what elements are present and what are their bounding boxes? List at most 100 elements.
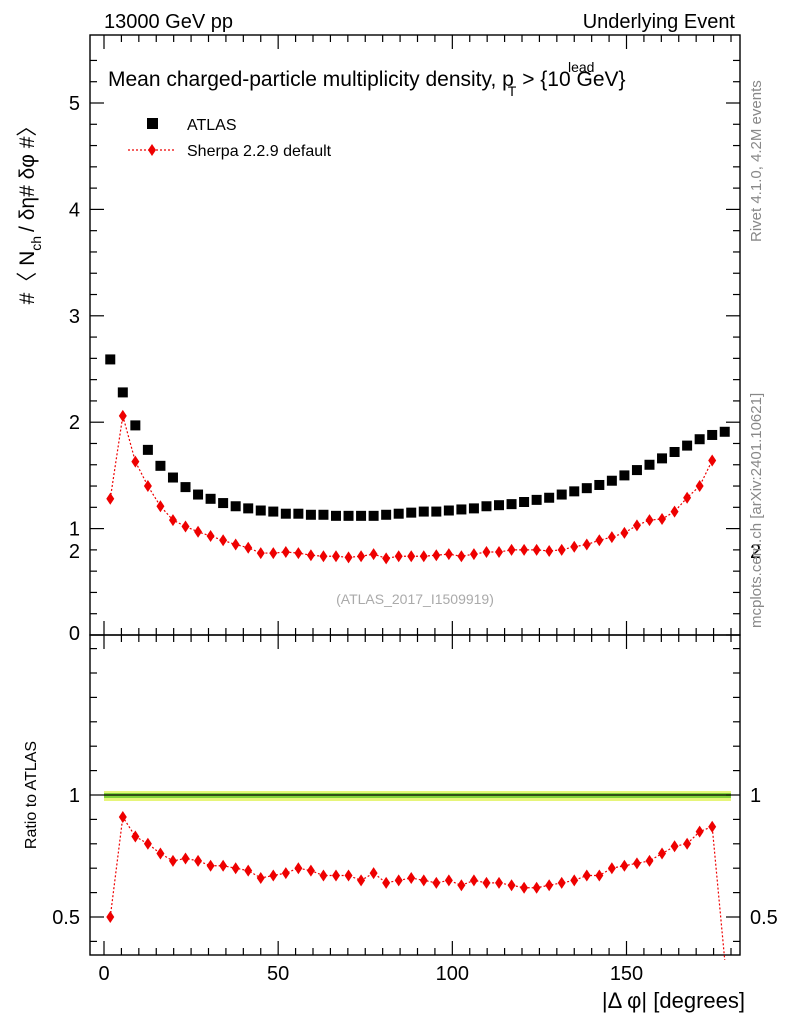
data-point xyxy=(105,354,116,365)
data-point xyxy=(631,465,642,476)
legend-data-marker xyxy=(147,118,158,129)
ratio-point xyxy=(683,837,692,850)
mc-point xyxy=(683,491,692,504)
plot-title-tail: > {10 GeV} xyxy=(516,68,625,91)
x-tick-label: 0 xyxy=(98,963,109,985)
ratio-point xyxy=(545,879,554,892)
data-point xyxy=(343,510,354,521)
data-point xyxy=(218,498,229,509)
mc-point xyxy=(219,534,228,547)
ratio-y-tick-label: 2 xyxy=(69,541,80,563)
mc-point xyxy=(557,543,566,556)
mc-point xyxy=(670,505,679,518)
mc-point xyxy=(269,547,278,560)
mc-point xyxy=(319,550,328,563)
data-point xyxy=(456,504,467,515)
mc-point xyxy=(658,513,667,526)
data-point xyxy=(293,508,304,519)
ratio-point xyxy=(331,869,340,882)
y-tick-label: 2 xyxy=(69,412,80,434)
ratio-point xyxy=(670,840,679,853)
mc-point xyxy=(106,492,115,505)
ratio-point xyxy=(168,854,177,867)
ratio-point xyxy=(394,874,403,887)
data-point xyxy=(468,503,479,514)
mc-point xyxy=(231,538,240,551)
mc-point xyxy=(582,538,591,551)
mc-point xyxy=(532,543,541,556)
data-point xyxy=(318,509,329,520)
data-point xyxy=(205,493,216,504)
data-point xyxy=(142,444,153,455)
y-axis-label-tail: / δη# δφ #〉 xyxy=(16,116,39,232)
data-point xyxy=(381,509,392,520)
ratio-point xyxy=(382,876,391,889)
legend-mc-marker xyxy=(148,144,156,156)
data-point xyxy=(519,497,530,507)
ratio-point xyxy=(482,876,491,889)
data-point xyxy=(581,483,592,494)
mc-point xyxy=(382,552,391,565)
header-left: 13000 GeV pp xyxy=(104,11,233,33)
ratio-point xyxy=(369,867,378,880)
data-point xyxy=(494,500,505,511)
ratio-point xyxy=(319,869,328,882)
ratio-point xyxy=(507,879,516,892)
ratio-point xyxy=(645,854,654,867)
mc-point xyxy=(369,548,378,561)
y-tick-label: 3 xyxy=(69,306,80,328)
data-point xyxy=(594,479,605,490)
ratio-point xyxy=(357,874,366,887)
ratio-point xyxy=(206,859,215,872)
ratio-point xyxy=(658,847,667,860)
ratio-point xyxy=(582,869,591,882)
mc-point xyxy=(495,546,504,559)
data-point xyxy=(180,482,191,493)
ratio-line xyxy=(109,815,726,961)
ratio-point xyxy=(106,911,115,923)
mc-point xyxy=(708,454,717,467)
ratio-point xyxy=(194,854,203,867)
ratio-point xyxy=(557,876,566,889)
data-point xyxy=(393,508,404,519)
mc-point xyxy=(632,519,641,532)
mc-point xyxy=(507,543,516,556)
mc-point xyxy=(457,550,466,563)
mc-series-main xyxy=(106,409,717,565)
y-axis-label: #〈 Nch / δη# δφ #〉 xyxy=(16,116,44,305)
ratio-point xyxy=(708,820,717,833)
mc-point xyxy=(695,480,704,493)
data-point xyxy=(544,492,555,503)
data-point xyxy=(155,460,166,471)
ratio-point xyxy=(281,867,290,880)
x-tick-label: 100 xyxy=(436,963,469,985)
mc-point xyxy=(407,550,416,563)
data-point xyxy=(619,470,630,481)
ratio-point xyxy=(306,864,315,877)
data-point xyxy=(682,440,693,451)
mc-point xyxy=(344,551,353,564)
mc-point xyxy=(520,543,529,556)
data-point xyxy=(330,510,341,521)
mc-point xyxy=(131,455,140,468)
mc-point xyxy=(357,550,366,563)
ratio-y-tick-label: 1 xyxy=(69,785,80,807)
x-tick-label: 150 xyxy=(610,963,643,985)
data-point xyxy=(556,489,567,500)
ratio-y-tick-label: 0.5 xyxy=(750,907,778,929)
ratio-point xyxy=(419,874,428,887)
data-point xyxy=(418,506,429,517)
plot-title: Mean charged-particle multiplicity densi… xyxy=(108,68,626,99)
mc-point xyxy=(156,500,165,513)
data-point xyxy=(243,503,254,514)
header-right: Underlying Event xyxy=(583,11,736,33)
ratio-point xyxy=(256,871,265,884)
data-point xyxy=(230,501,241,512)
data-point xyxy=(117,387,128,398)
mc-point xyxy=(482,546,491,559)
ratio-point xyxy=(444,874,453,887)
data-point xyxy=(719,426,730,437)
data-point xyxy=(443,505,454,516)
